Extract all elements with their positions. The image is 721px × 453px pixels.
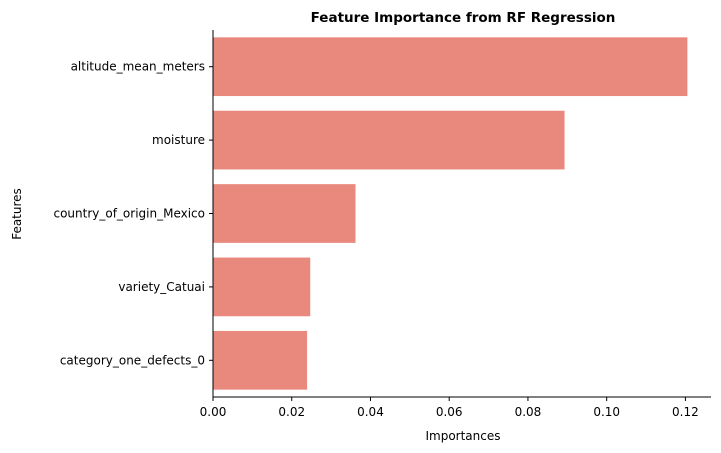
- bar-group: [213, 37, 688, 390]
- x-tick-label: 0.06: [436, 405, 463, 419]
- y-axis-label: Features: [10, 188, 24, 240]
- bar-altitude_mean_meters: [213, 37, 688, 97]
- x-tick-label: 0.00: [200, 405, 227, 419]
- x-tick-label: 0.12: [672, 405, 699, 419]
- y-tick-group: altitude_mean_meters moisture country_of_o…: [53, 60, 213, 367]
- x-tick-label: 0.04: [357, 405, 384, 419]
- bar-category_one_defects_0: [213, 330, 308, 390]
- y-tick-label: category_one_defects_0: [60, 353, 205, 367]
- bar-variety_Catuai: [213, 257, 311, 317]
- x-tick-label: 0.10: [593, 405, 620, 419]
- x-tick-group: 0.00 0.02 0.04 0.06 0.08 0.10 0.12: [200, 397, 699, 419]
- axes-frame: [212, 30, 711, 398]
- y-tick-label: variety_Catuai: [118, 280, 205, 294]
- x-axis-label: Importances: [425, 429, 500, 443]
- x-tick-label: 0.08: [515, 405, 542, 419]
- bar-moisture: [213, 110, 565, 170]
- x-tick-label: 0.02: [278, 405, 305, 419]
- chart-title: Feature Importance from RF Regression: [311, 10, 616, 26]
- y-tick-label: moisture: [152, 133, 205, 147]
- y-tick-label: altitude_mean_meters: [71, 60, 205, 74]
- y-tick-label: country_of_origin_Mexico: [53, 207, 205, 221]
- bar-country_of_origin_Mexico: [213, 184, 356, 243]
